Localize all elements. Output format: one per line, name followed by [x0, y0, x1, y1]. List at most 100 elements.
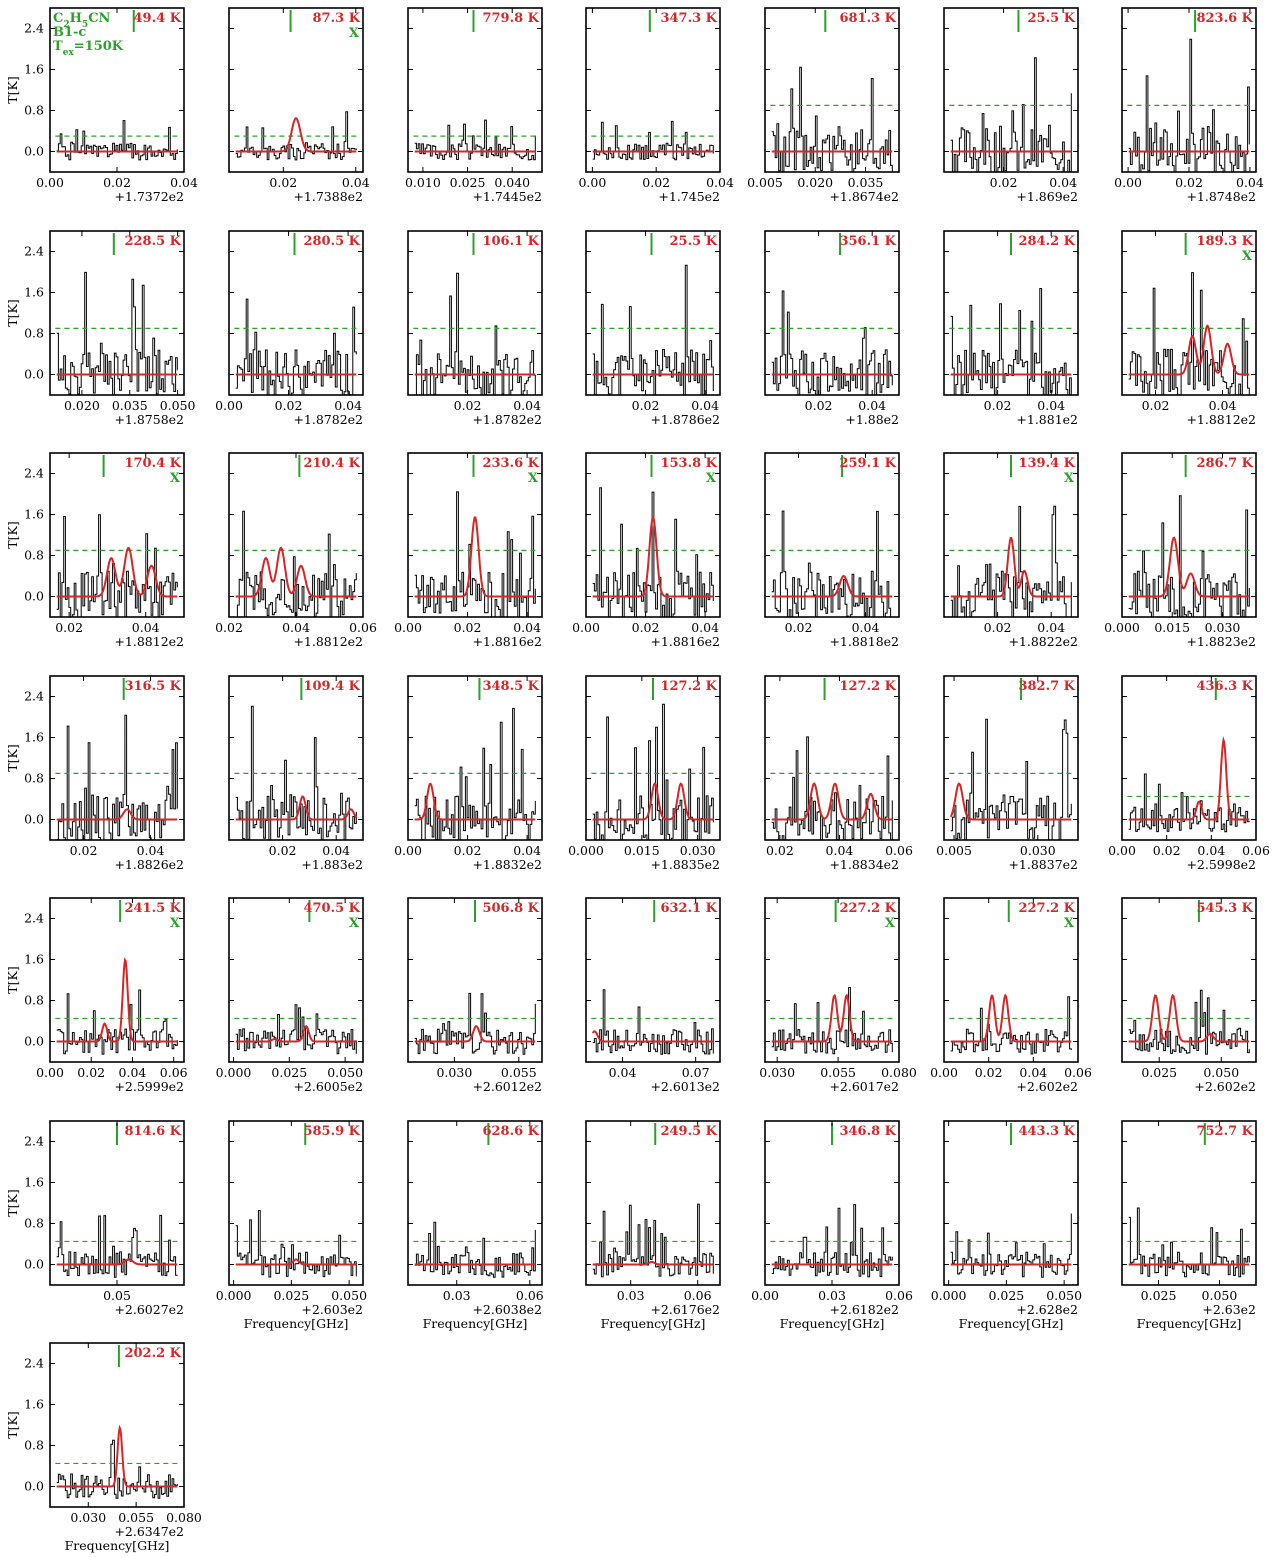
upper-energy-label: 202.2 K	[124, 1346, 181, 1361]
panel-frame	[1121, 7, 1257, 173]
x-axis-label: Frequency[GHz]	[780, 1316, 885, 1331]
x-tick-label: 0.04	[609, 1065, 637, 1080]
spectrum-panel: 0.02 0.04+1.8822e2 139.4 KX	[943, 452, 1079, 649]
spectrum-panel: 0.0 0.8 1.6 2.4 0.00 0.02 0.04+1.7372e2 49.4 K T…	[5, 7, 198, 204]
x-tick-label: 0.06	[684, 1288, 712, 1303]
x-tick-label: 0.04	[691, 398, 719, 413]
x-tick-label: 0.04	[334, 398, 362, 413]
x-offset-label: +2.6038e2	[472, 1302, 542, 1317]
panel-frame	[407, 7, 543, 173]
y-tick-label: 2.4	[24, 21, 44, 36]
y-tick-label: 0.8	[24, 103, 44, 118]
x-tick-label: 0.00	[578, 175, 606, 190]
y-tick-label: 2.4	[24, 689, 44, 704]
x-tick-label: 0.00	[36, 1065, 64, 1080]
upper-energy-label: 382.7 K	[1018, 679, 1075, 694]
upper-energy-label: 280.5 K	[303, 234, 360, 249]
x-tick-label: 0.050	[1202, 1288, 1238, 1303]
upper-energy-label: 109.4 K	[303, 679, 360, 694]
observed-spectrum	[771, 66, 893, 172]
x-tick-label: 0.00	[215, 398, 243, 413]
blended-line-mark: X	[170, 471, 181, 486]
observed-spectrum	[415, 272, 536, 395]
upper-energy-label: 348.5 K	[482, 679, 539, 694]
x-tick-label: 0.025	[271, 1065, 307, 1080]
y-tick-label: 0.8	[24, 1438, 44, 1453]
y-tick-label: 0.8	[24, 326, 44, 341]
x-axis-label: Frequency[GHz]	[65, 1538, 170, 1553]
x-tick-label: 0.025	[450, 175, 486, 190]
upper-energy-label: 259.1 K	[839, 456, 896, 471]
panel-frame	[943, 897, 1079, 1063]
x-offset-label: +1.8837e2	[1008, 857, 1078, 872]
x-offset-label: +2.5998e2	[1186, 857, 1256, 872]
x-offset-label: +1.8818e2	[829, 634, 899, 649]
x-tick-label: 0.04	[826, 843, 854, 858]
model-spectrum	[591, 1030, 714, 1043]
y-axis-label: T[K]	[5, 966, 20, 993]
observed-spectrum	[771, 1204, 893, 1278]
y-tick-label: 2.4	[24, 1134, 44, 1149]
x-tick-label: 0.035	[112, 398, 148, 413]
upper-energy-label: 25.5 K	[670, 234, 718, 249]
upper-energy-label: 436.3 K	[1196, 679, 1253, 694]
model-spectrum	[414, 516, 536, 598]
spectrum-panel: 0.00 0.02 0.04+1.8816e2 233.6 KX	[394, 452, 543, 649]
observed-spectrum	[235, 1210, 357, 1278]
model-spectrum	[1128, 736, 1250, 821]
x-offset-label: +1.8812e2	[293, 634, 363, 649]
y-tick-label: 0.0	[24, 144, 44, 159]
x-tick-label: 0.03	[617, 1288, 645, 1303]
upper-energy-label: 284.2 K	[1018, 234, 1075, 249]
x-offset-label: +1.7372e2	[114, 189, 184, 204]
y-tick-label: 0.0	[24, 589, 44, 604]
source-name: B1-c	[53, 25, 86, 40]
panel-frame	[49, 675, 185, 841]
observed-spectrum	[236, 510, 357, 617]
observed-spectrum	[414, 707, 536, 840]
observed-spectrum	[950, 718, 1072, 840]
y-tick-label: 1.6	[24, 62, 44, 77]
panel-frame	[49, 452, 185, 618]
observed-spectrum	[950, 1213, 1072, 1278]
panel-frame	[1121, 452, 1257, 618]
panel-frame	[407, 230, 543, 396]
upper-energy-label: 228.5 K	[124, 234, 181, 249]
x-offset-label: +1.8782e2	[293, 412, 363, 427]
panel-frame	[585, 1120, 721, 1286]
y-tick-label: 0.8	[24, 771, 44, 786]
spectrum-panel: 0.03 0.06+2.6176e2 249.5 K Frequency[GHz]	[585, 1120, 721, 1331]
observed-spectrum	[1128, 773, 1250, 833]
x-offset-label: +2.602e2	[1016, 1079, 1078, 1094]
x-tick-label: 0.04	[1019, 1065, 1047, 1080]
spectrum-panel: 0.0 0.8 1.6 2.4 0.02 0.04+1.8826e2 316.5 K T[K]	[5, 675, 185, 872]
panel-frame	[764, 1120, 900, 1286]
x-offset-label: +1.8832e2	[472, 857, 542, 872]
panel-frame	[585, 7, 721, 173]
y-tick-label: 0.8	[24, 993, 44, 1008]
x-tick-label: 0.02	[70, 843, 98, 858]
blended-line-mark: X	[349, 26, 360, 41]
upper-energy-label: 506.8 K	[482, 901, 539, 916]
x-tick-label: 0.00	[394, 620, 422, 635]
y-tick-label: 1.6	[24, 730, 44, 745]
blended-line-mark: X	[706, 471, 717, 486]
upper-energy-label: 139.4 K	[1018, 456, 1075, 471]
x-tick-label: 0.03	[443, 1288, 471, 1303]
upper-energy-label: 356.1 K	[839, 234, 896, 249]
spectrum-panel: 0.03 0.06+2.6038e2 628.6 K Frequency[GHz]	[407, 1120, 544, 1331]
x-tick-label: 0.02	[55, 620, 83, 635]
y-axis-label: T[K]	[5, 76, 20, 103]
panel-frame	[228, 7, 364, 173]
spectrum-panel: 0.02 0.04+1.883e2 109.4 K	[228, 675, 364, 872]
upper-energy-label: 470.5 K	[303, 901, 360, 916]
x-offset-label: +2.6012e2	[472, 1079, 542, 1094]
panel-frame	[585, 675, 721, 841]
x-tick-label: 0.06	[885, 843, 913, 858]
spectrum-panel: 0.00 0.02 0.04 0.06+2.602e2 227.2 KX	[930, 897, 1092, 1094]
panel-frame	[943, 675, 1079, 841]
observed-spectrum	[414, 992, 536, 1055]
x-offset-label: +1.8835e2	[650, 857, 720, 872]
x-tick-label: 0.080	[881, 1065, 917, 1080]
panel-frame	[228, 1120, 364, 1286]
